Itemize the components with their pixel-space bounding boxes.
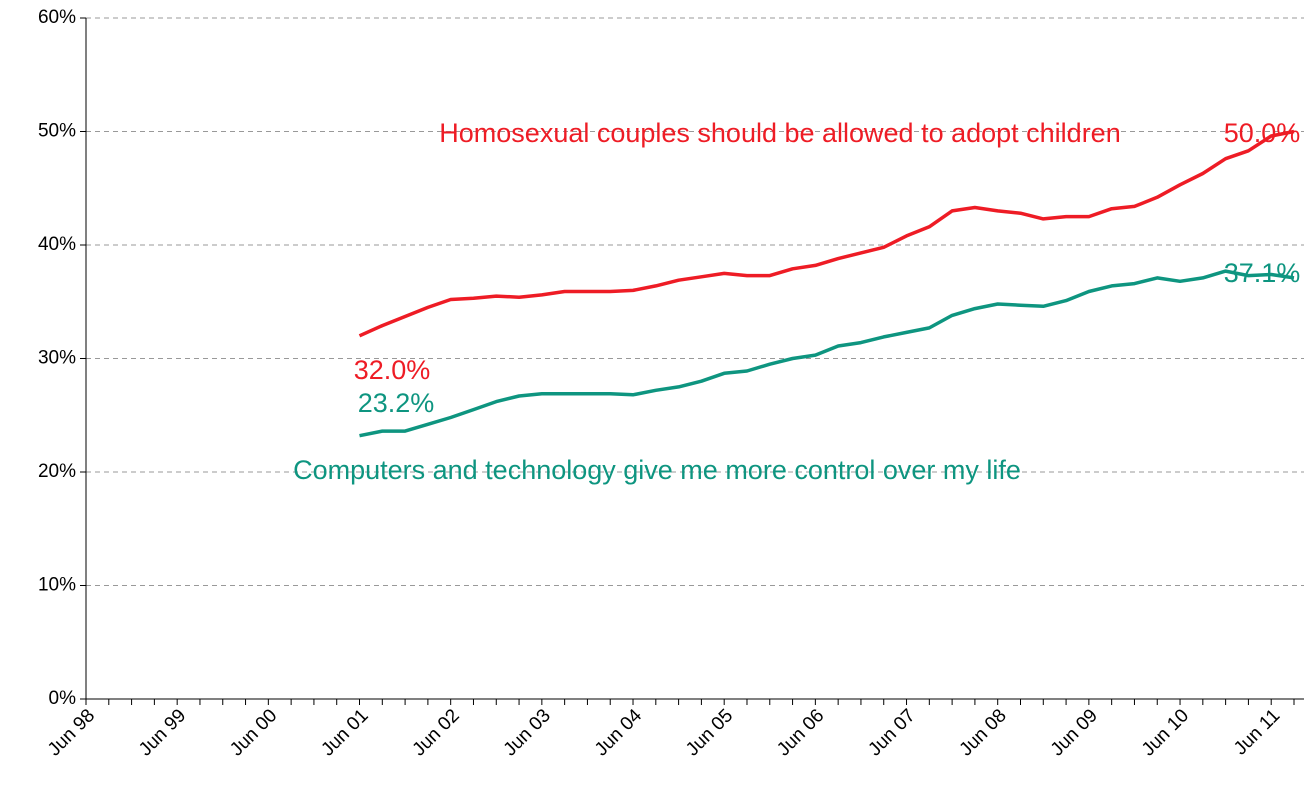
x-tick-label: Jun 05 xyxy=(682,705,737,760)
y-tick-label: 10% xyxy=(38,575,76,596)
series-line xyxy=(358,129,1295,338)
x-tick-label: Jun 11 xyxy=(1230,705,1284,759)
x-tick-label: Jun 03 xyxy=(500,705,555,760)
data-label: 32.0% xyxy=(354,355,431,385)
x-tick-label: Jun 06 xyxy=(773,705,828,760)
data-label: 23.2% xyxy=(358,388,435,418)
series-line xyxy=(359,269,1295,438)
y-tick-label: 30% xyxy=(38,348,76,369)
data-label: 37.1% xyxy=(1224,258,1301,288)
x-tick-label: Jun 08 xyxy=(956,705,1011,760)
x-tick-label: Jun 04 xyxy=(591,705,646,760)
y-tick-label: 20% xyxy=(38,461,76,482)
x-tick-label: Jun 99 xyxy=(135,705,190,760)
y-tick-label: 0% xyxy=(49,688,77,709)
series-label: Computers and technology give me more co… xyxy=(293,455,1021,485)
y-tick-label: 60% xyxy=(38,7,76,28)
x-tick-label: Jun 98 xyxy=(44,705,99,760)
y-tick-label: 50% xyxy=(38,121,76,142)
x-tick-label: Jun 01 xyxy=(317,705,372,760)
x-tick-label: Jun 02 xyxy=(409,705,464,760)
x-tick-label: Jun 09 xyxy=(1047,705,1102,760)
series-label: Homosexual couples should be allowed to … xyxy=(439,118,1120,148)
y-tick-label: 40% xyxy=(38,234,76,255)
data-label: 50.0% xyxy=(1224,118,1301,148)
x-tick-label: Jun 10 xyxy=(1138,705,1193,760)
x-tick-label: Jun 00 xyxy=(226,705,281,760)
x-tick-label: Jun 07 xyxy=(864,705,919,760)
